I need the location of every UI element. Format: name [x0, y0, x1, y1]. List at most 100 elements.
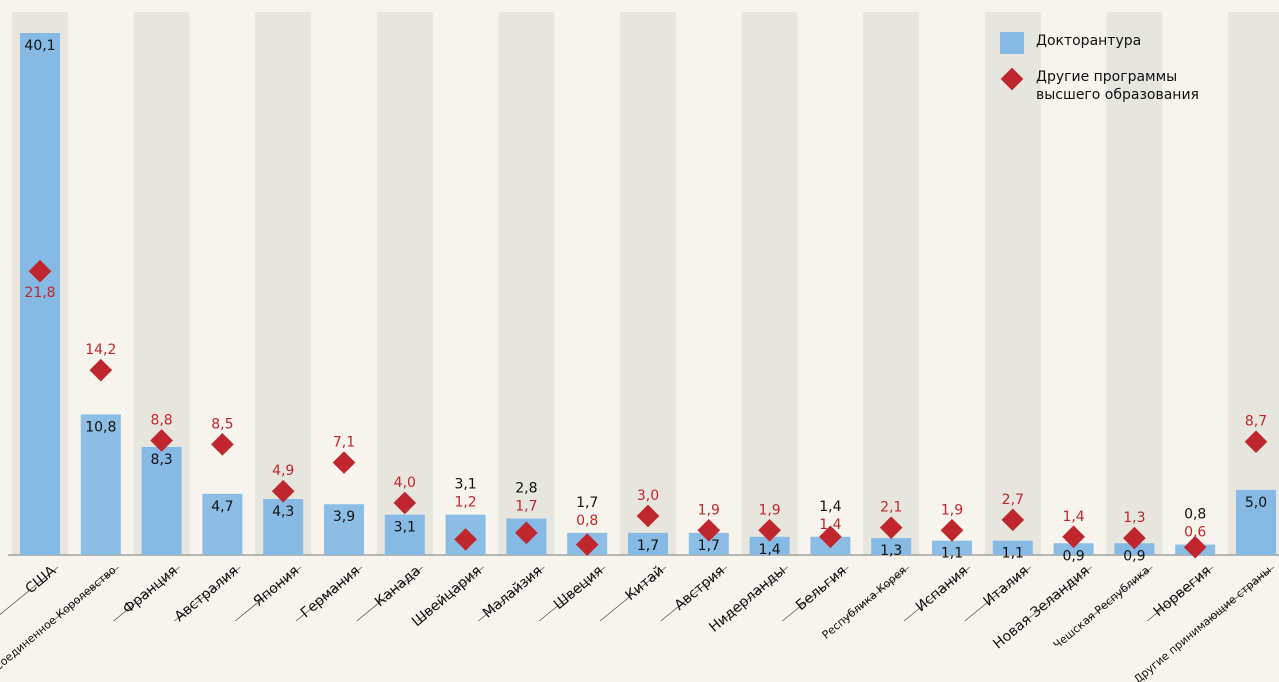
bar [80, 414, 121, 555]
bar [749, 536, 790, 555]
label-underline [964, 566, 1032, 622]
diamond-value-label: 1,9 [758, 502, 780, 518]
label-underline [782, 566, 849, 622]
diamond [332, 451, 356, 474]
diamond [940, 518, 964, 542]
diamond-value-label: 8,7 [1245, 414, 1267, 430]
bar-value-label: 1,7 [637, 538, 659, 554]
label-underline [1207, 566, 1275, 622]
bar-value-label: 5,0 [1245, 495, 1267, 511]
bar-value-label: 3,1 [454, 477, 476, 493]
label-underline [417, 566, 484, 622]
stripe [984, 12, 1041, 555]
x-tick-label: Австрия [672, 563, 728, 614]
bar [20, 33, 60, 555]
label-underline [0, 566, 59, 615]
bar [324, 504, 364, 555]
bar [141, 446, 182, 555]
label-underline [113, 566, 180, 622]
legend-swatch [1000, 32, 1024, 54]
label-underline [1025, 566, 1092, 622]
bar [263, 499, 304, 555]
bar [384, 514, 425, 555]
diamond [1183, 535, 1207, 559]
diamond [636, 504, 660, 528]
legend-label: Другие программы высшего образования [1036, 69, 1199, 103]
diamond-value-label: 8,5 [211, 416, 233, 432]
diamond [1123, 526, 1146, 550]
stripe [255, 12, 312, 555]
bar [628, 532, 668, 555]
label-underline [295, 566, 363, 622]
bar [992, 540, 1033, 555]
diamond-value-label: 1,4 [1062, 509, 1084, 525]
label-underline [842, 566, 910, 622]
x-tick-label: Малайзия [480, 563, 546, 622]
label-underline [1086, 566, 1153, 622]
diamond-value-label: 3,0 [637, 488, 659, 504]
label-underline [478, 566, 545, 622]
diamond-value-label: 21,8 [24, 285, 55, 301]
bar [932, 540, 972, 555]
bar-value-label: 10,8 [85, 419, 116, 435]
x-tick-label: Германия [298, 563, 363, 621]
bar [1053, 543, 1094, 555]
x-tick-label: Австралия [172, 563, 242, 625]
stripe [741, 12, 798, 555]
diamond [697, 518, 721, 542]
bar-value-label: 3,9 [333, 509, 355, 525]
stripe [1228, 12, 1279, 555]
bar-value-label: 0,8 [1184, 507, 1206, 523]
diamond-value-label: 14,2 [85, 342, 116, 358]
label-underline [1146, 566, 1214, 622]
bar-value-label: 8,3 [150, 452, 172, 468]
diamond-value-label: 2,7 [1002, 492, 1024, 508]
label-underline [52, 566, 120, 622]
bar [871, 538, 912, 555]
diamond-value-label: 1,9 [941, 502, 963, 518]
diamond [758, 518, 781, 542]
bar-value-label: 1,4 [819, 499, 841, 515]
bar-value-label: 0,9 [1123, 548, 1145, 564]
diamond [879, 516, 903, 539]
stripe [863, 12, 920, 555]
diamond-value-label: 1,2 [454, 495, 476, 511]
bar-value-label: 40,1 [24, 38, 55, 54]
label-underline [599, 566, 667, 622]
bar-value-label: 1,3 [880, 543, 902, 559]
bar-value-label: 4,3 [272, 504, 294, 520]
stripe [498, 12, 555, 555]
bar-value-label: 1,1 [941, 546, 963, 562]
label-underline [234, 566, 302, 622]
x-tick-label: Канада [372, 563, 424, 610]
stripe [1106, 12, 1163, 555]
diamond [575, 533, 599, 556]
diamond-value-label: 1,7 [515, 499, 537, 515]
x-tick-label: Италия [981, 563, 1032, 610]
x-tick-label: Бельгия [793, 563, 849, 614]
diamond-value-label: 1,9 [698, 502, 720, 518]
stripe [620, 12, 676, 555]
diamond-value-label: 7,1 [333, 435, 355, 451]
diamond-value-label: 4,9 [272, 463, 294, 479]
x-tick-label: Швеция [551, 563, 606, 613]
label-underline [903, 566, 971, 622]
legend-entry: Докторантура [1000, 32, 1250, 54]
diamond [819, 525, 842, 549]
diamond [211, 433, 234, 456]
bar [1236, 489, 1276, 555]
legend-label: Докторантура [1036, 33, 1142, 49]
bar [688, 532, 729, 555]
diamond [89, 358, 113, 382]
bar-value-label: 1,7 [698, 538, 720, 554]
legend: Докторантура Другие программы высшего обр… [1000, 32, 1250, 118]
bar-value-label: 2,8 [515, 481, 537, 497]
label-underline [721, 566, 788, 622]
label-underline [356, 566, 424, 622]
diamond [271, 479, 295, 503]
x-tick-label: США [23, 563, 60, 598]
diamond-value-label: 1,4 [819, 517, 841, 533]
bar-value-label: 1,4 [758, 542, 780, 558]
x-tick-label: Испания [913, 563, 971, 615]
